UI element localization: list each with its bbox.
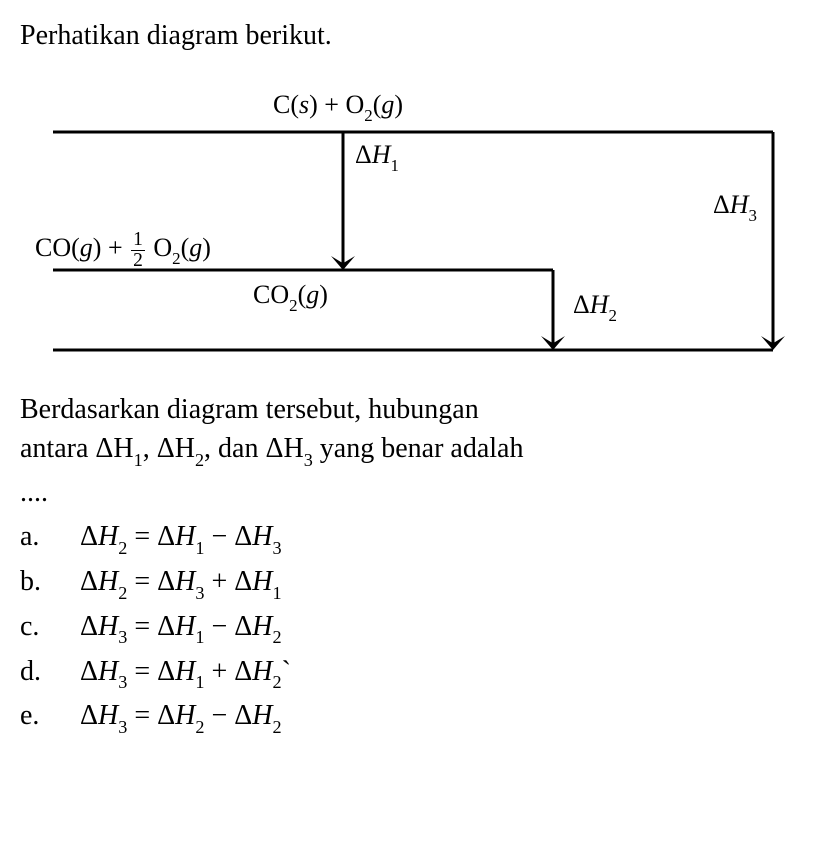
option-letter: d. xyxy=(20,650,80,693)
option-equation: ΔH2 = ΔH3 + ΔH1 xyxy=(80,560,282,605)
label-bottom-species: CO2(g) xyxy=(253,280,328,314)
question-text: Berdasarkan diagram tersebut, hubungan a… xyxy=(20,390,806,471)
energy-diagram: C(s) + O2(g) ΔH1 CO(g) + 12 O2(g) CO2(g)… xyxy=(33,60,793,370)
option-equation: ΔH3 = ΔH1 + ΔH2` xyxy=(80,650,291,695)
diagram-svg xyxy=(33,60,793,370)
label-top-species: C(s) + O2(g) xyxy=(273,90,403,124)
option-e[interactable]: e. ΔH3 = ΔH2 − ΔH2 xyxy=(20,694,806,739)
option-letter: c. xyxy=(20,605,80,648)
label-dH3: ΔH3 xyxy=(713,190,757,224)
label-dH2: ΔH2 xyxy=(573,290,617,324)
ellipsis: .... xyxy=(20,477,806,509)
instruction-title: Perhatikan diagram berikut. xyxy=(20,20,806,52)
option-c[interactable]: c. ΔH3 = ΔH1 − ΔH2 xyxy=(20,605,806,650)
answer-options: a. ΔH2 = ΔH1 − ΔH3 b. ΔH2 = ΔH3 + ΔH1 c.… xyxy=(20,515,806,739)
option-equation: ΔH3 = ΔH1 − ΔH2 xyxy=(80,605,282,650)
label-dH1: ΔH1 xyxy=(355,140,399,174)
option-equation: ΔH3 = ΔH2 − ΔH2 xyxy=(80,694,282,739)
option-a[interactable]: a. ΔH2 = ΔH1 − ΔH3 xyxy=(20,515,806,560)
option-d[interactable]: d. ΔH3 = ΔH1 + ΔH2` xyxy=(20,650,806,695)
label-mid-species: CO(g) + 12 O2(g) xyxy=(35,230,211,270)
option-letter: b. xyxy=(20,560,80,603)
option-b[interactable]: b. ΔH2 = ΔH3 + ΔH1 xyxy=(20,560,806,605)
option-equation: ΔH2 = ΔH1 − ΔH3 xyxy=(80,515,282,560)
option-letter: a. xyxy=(20,515,80,558)
option-letter: e. xyxy=(20,694,80,737)
